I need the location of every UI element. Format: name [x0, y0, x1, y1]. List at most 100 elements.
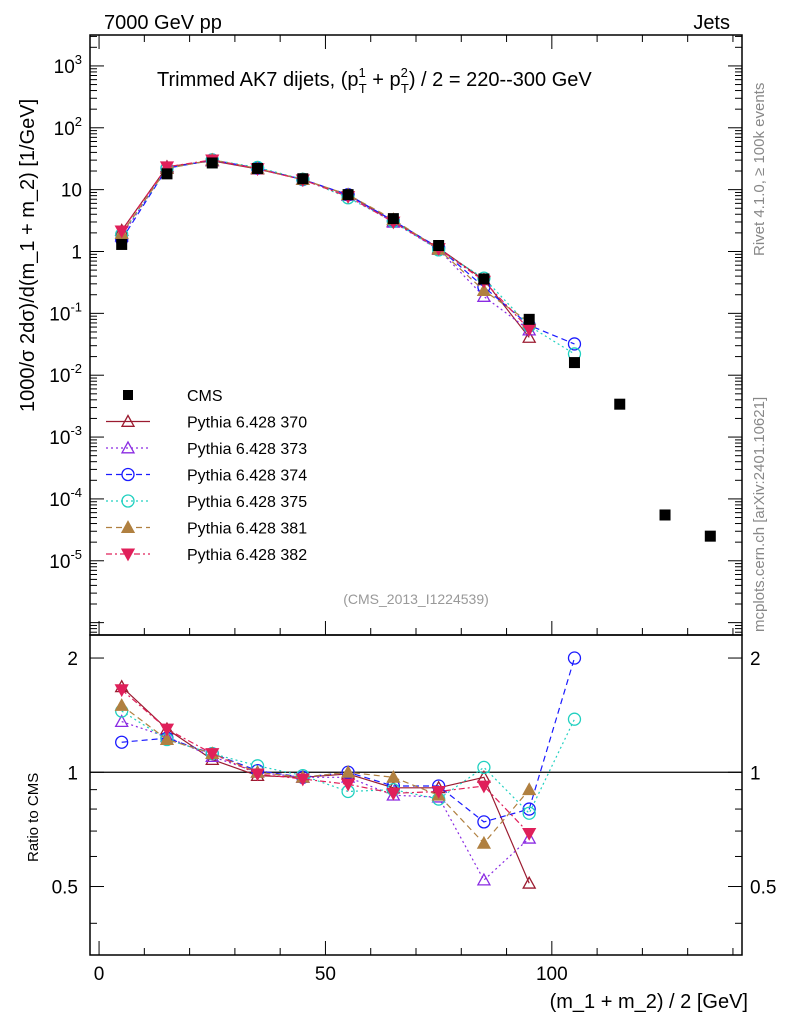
legend-label: Pythia 6.428 381	[187, 521, 307, 538]
main-series-layer	[114, 152, 716, 542]
mc-point-ratio	[115, 735, 129, 749]
x-tick-label: 100	[536, 964, 568, 985]
legend-marker	[120, 520, 136, 533]
legend-marker	[120, 440, 136, 454]
y-tick-label: 10	[61, 181, 82, 202]
analysis-id: (CMS_2013_I1224539)	[343, 591, 489, 607]
mc-point-main	[567, 337, 582, 351]
legend-label-cms: CMS	[187, 388, 223, 405]
mc-point-ratio	[159, 732, 175, 745]
title-suffix: ) / 2 = 220--300 GeV	[409, 69, 593, 91]
cms-data-point	[523, 313, 535, 325]
mc-point-ratio	[522, 806, 536, 820]
mc-line-main	[121, 159, 530, 331]
mc-point-ratio	[340, 764, 356, 778]
mc-line-ratio	[121, 689, 530, 834]
title-sub1: T	[359, 81, 367, 96]
legend-marker	[120, 548, 136, 562]
mc-line-ratio	[121, 710, 576, 815]
cms-data-point	[116, 238, 128, 250]
cms-data-point	[704, 530, 716, 542]
mc-point-ratio	[476, 835, 492, 849]
mc-point-ratio	[114, 714, 129, 728]
rivet-version-label: Rivet 4.1.0, ≥ 100k events	[751, 83, 768, 256]
mc-point-ratio	[114, 698, 129, 711]
y-tick-label: 102	[54, 114, 82, 140]
ratio-tick-label-left: 1	[67, 763, 78, 784]
y-tick-label: 10-2	[49, 361, 82, 387]
mc-point-ratio	[522, 827, 537, 841]
cms-data-point	[161, 168, 173, 180]
legend-label: Pythia 6.428 374	[187, 468, 307, 485]
y-tick-label: 10-5	[49, 547, 82, 573]
mc-line-main	[121, 159, 575, 355]
ratio-axis-label: Ratio to CMS	[25, 773, 42, 862]
title-sup1: 1	[359, 65, 366, 80]
cms-data-point	[342, 189, 354, 201]
mc-point-ratio	[386, 769, 401, 783]
mc-point-main	[159, 161, 175, 175]
legend-marker	[121, 494, 135, 508]
mc-point-main	[522, 330, 537, 343]
cms-data-point	[478, 273, 490, 285]
mc-point-main	[476, 283, 492, 296]
mc-point-ratio	[295, 773, 310, 787]
title-prefix: Trimmed AK7 dijets, (p	[157, 69, 359, 91]
main-axis-ticks: 10-5 10-4 10-3 10-2 10-1 1 10 102 103	[49, 35, 742, 633]
legend-marker	[121, 467, 135, 482]
y-tick-label: 10-1	[49, 299, 82, 325]
mc-point-ratio	[159, 723, 175, 737]
ratio-axis-ticks: 0.5 0.5 1 1 2 2	[52, 649, 776, 924]
mc-point-ratio	[386, 787, 401, 801]
title-sub2: T	[401, 81, 409, 96]
y-tick-label: 103	[54, 52, 82, 78]
legend-marker-cms	[123, 390, 133, 400]
ratio-tick-label-left: 0.5	[52, 878, 78, 899]
chart-title: Trimmed AK7 dijets, (p1 T + p2 T) / 2 = 22…	[157, 65, 592, 96]
legend-label: Pythia 6.428 373	[187, 441, 307, 458]
ratio-tick-label-left: 2	[67, 649, 78, 670]
mc-line-main	[121, 159, 530, 323]
ratio-tick-label-right: 0.5	[750, 878, 776, 899]
mc-point-ratio	[567, 712, 582, 726]
mc-point-ratio	[477, 760, 491, 775]
mc-point-main	[114, 225, 129, 239]
mc-point-ratio	[567, 651, 582, 665]
mc-point-ratio	[340, 778, 356, 792]
mc-line-ratio	[121, 704, 530, 845]
ratio-tick-label-right: 1	[750, 763, 761, 784]
mc-point-ratio	[476, 780, 492, 794]
mc-point-ratio	[522, 782, 537, 796]
cms-data-point	[252, 162, 264, 174]
y-tick-label: 1	[71, 242, 82, 263]
mcplots-label: mcplots.cern.ch [arXiv:2401.10621]	[751, 397, 768, 632]
cms-data-point	[206, 157, 218, 169]
mc-point-ratio	[205, 748, 220, 761]
mc-point-ratio	[522, 802, 536, 816]
mc-point-ratio	[476, 872, 492, 886]
x-tick-label: 0	[94, 964, 105, 985]
mc-point-ratio	[431, 786, 446, 799]
cms-data-point	[568, 357, 580, 369]
mc-point-ratio	[250, 768, 265, 782]
title-plus: + p	[367, 69, 401, 91]
cms-data-point	[659, 509, 671, 521]
x-axis-ticks: 0 50 100	[94, 35, 734, 985]
cms-data-point	[614, 398, 626, 410]
x-axis-label: (m_1 + m_2) / 2 [GeV]	[550, 991, 748, 1013]
mc-point-ratio	[522, 830, 537, 844]
mc-line-main	[121, 159, 530, 330]
cms-data-point	[297, 173, 309, 185]
cms-data-point	[433, 240, 445, 252]
y-tick-label: 10-4	[49, 485, 82, 511]
legend-label: Pythia 6.428 382	[187, 547, 307, 564]
mc-point-ratio	[522, 875, 537, 889]
legend-label: Pythia 6.428 370	[187, 415, 307, 432]
legend: CMS Pythia 6.428 370 Pythia 6.428 373 Pythi…	[106, 388, 307, 564]
ratio-series-layer	[114, 651, 582, 889]
ratio-tick-label-right: 2	[750, 649, 761, 670]
cms-data-point	[387, 213, 399, 225]
legend-label: Pythia 6.428 375	[187, 494, 307, 511]
title-sup2: 2	[401, 65, 408, 80]
